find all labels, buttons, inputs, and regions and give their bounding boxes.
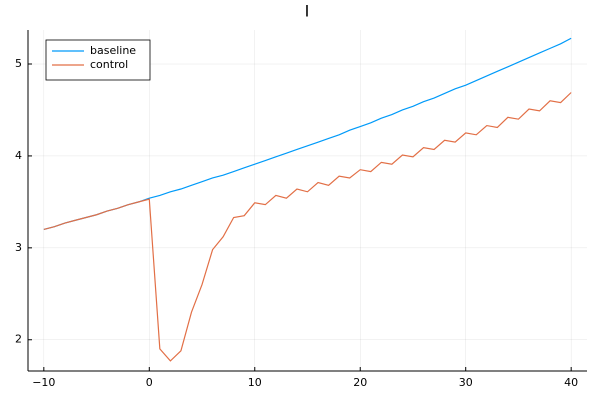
y-tick-label: 4 xyxy=(15,149,22,162)
x-tick-label: 20 xyxy=(353,376,367,389)
legend-label: baseline xyxy=(90,44,136,57)
x-tick-label: 0 xyxy=(146,376,153,389)
plot xyxy=(43,37,572,362)
y-tick-label: 2 xyxy=(15,333,22,346)
chart-title: I xyxy=(305,2,310,21)
grid xyxy=(28,30,587,371)
y-tick-label: 5 xyxy=(15,57,22,70)
x-tick-label: −10 xyxy=(32,376,55,389)
series-line xyxy=(43,92,572,362)
x-tick-label: 10 xyxy=(248,376,262,389)
y-tick-label: 3 xyxy=(15,241,22,254)
x-tick-label: 30 xyxy=(459,376,473,389)
x-tick-label: 40 xyxy=(564,376,578,389)
legend-box xyxy=(45,39,151,81)
legend-label: control xyxy=(90,58,128,71)
